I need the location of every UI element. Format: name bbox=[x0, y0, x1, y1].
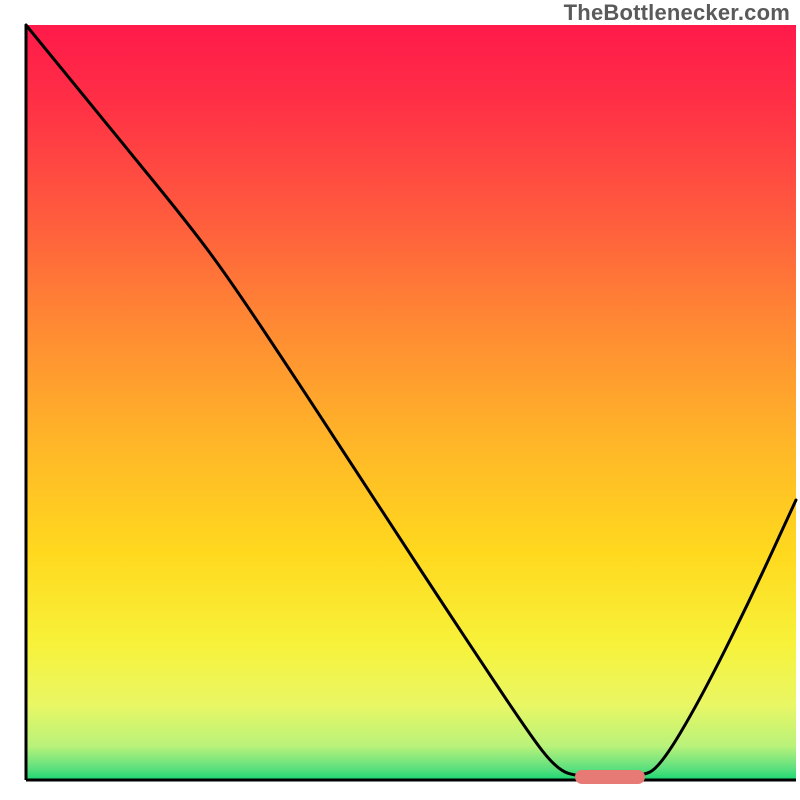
chart-stage: TheBottlenecker.com bbox=[0, 0, 800, 800]
watermark-text: TheBottlenecker.com bbox=[564, 0, 790, 26]
optimal-marker bbox=[575, 770, 645, 784]
gradient-background bbox=[0, 0, 800, 800]
